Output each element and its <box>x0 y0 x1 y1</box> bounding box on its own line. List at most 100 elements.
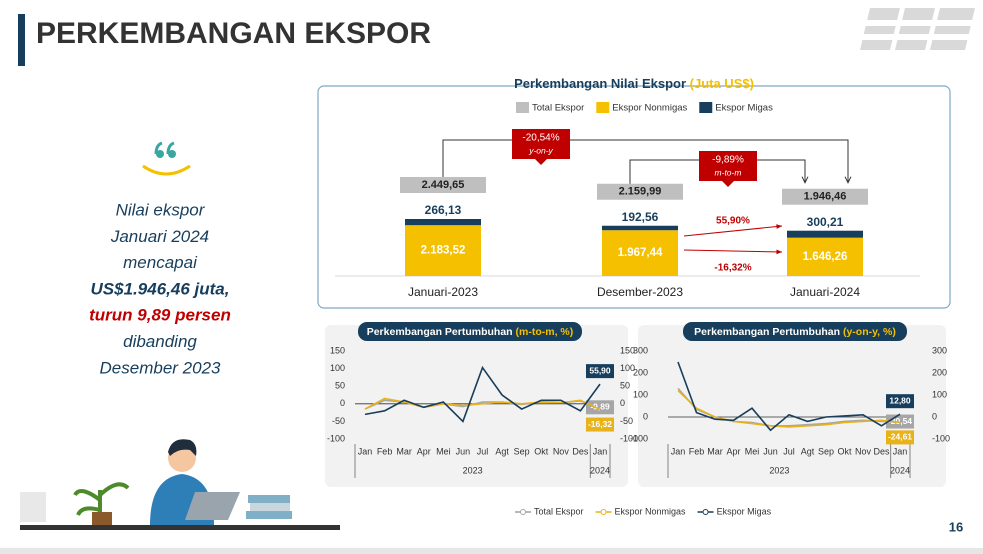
x-tick-label: Okt <box>534 446 549 456</box>
chart-title-unit: (Juta US$) <box>690 76 754 91</box>
nonmigas-change: -16,32% <box>714 263 751 274</box>
year-label: 2023 <box>769 465 789 475</box>
x-tick-label: Sep <box>514 446 530 456</box>
change-value: -20,54% <box>522 133 559 144</box>
x-tick-label: Mar <box>396 446 412 456</box>
y-tick-label: 300 <box>633 345 648 355</box>
y2-tick-label: 50 <box>620 381 630 391</box>
migas-change: 55,90% <box>716 216 750 227</box>
bar-nonmigas <box>787 237 863 276</box>
value-label-box <box>586 417 614 432</box>
smile-decoration <box>142 164 191 176</box>
total-box <box>400 177 486 193</box>
x-tick-label: Jan <box>358 446 373 456</box>
x-tick-label: Jul <box>477 446 489 456</box>
x-tick-label: Sep <box>818 446 834 456</box>
x-tick-label: Okt <box>837 446 852 456</box>
quote-icon <box>154 141 176 158</box>
chart-title-text: Perkembangan Pertumbuhan <box>694 326 840 338</box>
bar-value-label: 266,13 <box>425 203 462 217</box>
y-tick-label: 50 <box>335 381 345 391</box>
bar-value-label: 300,21 <box>807 215 844 229</box>
x-tick-label: Des <box>873 446 890 456</box>
footer-band <box>0 548 983 554</box>
quote-line: Desember 2023 <box>100 358 222 377</box>
charts: Perkembangan Nilai Ekspor (Juta US$) Tota… <box>327 76 950 516</box>
y2-tick-label: 100 <box>620 363 635 373</box>
y2-tick-label: -100 <box>932 433 950 443</box>
y-tick-label: 150 <box>330 345 345 355</box>
line-chart-frame <box>638 325 946 487</box>
bar-value-label: 2.183,52 <box>421 245 466 257</box>
bar-migas <box>787 230 863 238</box>
total-label: 2.159,99 <box>619 186 662 198</box>
x-tick-label: Nov <box>855 446 872 456</box>
x-tick-label: Jun <box>456 446 471 456</box>
quote-line: dibanding <box>123 332 197 351</box>
y2-tick-label: 100 <box>932 389 947 399</box>
arrow-head <box>844 176 852 184</box>
series-line <box>677 390 901 428</box>
y2-tick-label: 300 <box>932 345 947 355</box>
value-label: 55,90 <box>589 365 611 375</box>
value-label-box <box>886 430 914 445</box>
change-box-pointer <box>535 159 547 165</box>
legend-label: Ekspor Migas <box>715 103 773 114</box>
change-box-pointer <box>722 181 734 187</box>
slide-title: PERKEMBANGAN EKSPOR <box>36 17 431 50</box>
legend-swatch <box>516 102 529 113</box>
line-chart-frame <box>325 325 628 487</box>
x-tick-label: Jan <box>671 446 686 456</box>
quote-line: Januari 2024 <box>110 227 209 246</box>
value-label: -16,32 <box>588 419 612 429</box>
x-tick-label: Januari-2023 <box>408 285 478 299</box>
legend-label: Ekspor Migas <box>717 506 772 516</box>
change-label: m-to-m <box>715 167 742 177</box>
chart-title-unit: (y-on-y, %) <box>843 326 896 338</box>
y-tick-label: 100 <box>633 389 648 399</box>
series-line <box>364 365 601 423</box>
x-tick-label: Desember-2023 <box>597 285 683 299</box>
value-label-box <box>586 400 614 415</box>
chart-title: Perkembangan Nilai Ekspor (Juta US$) <box>514 76 754 91</box>
page-number: 16 <box>949 519 963 534</box>
quote-line: Nilai ekspor <box>116 200 206 219</box>
value-label: 12,80 <box>889 395 911 405</box>
value-label: -20,54 <box>888 416 912 426</box>
x-tick-label: Apr <box>417 446 431 456</box>
illustration <box>20 439 340 530</box>
x-tick-label: Jan <box>893 446 908 456</box>
chart-title-pill <box>358 322 582 341</box>
legend-label: Total Ekspor <box>534 506 584 516</box>
bar-migas <box>602 225 678 231</box>
bar-nonmigas <box>602 230 678 276</box>
chart-title: Perkembangan Pertumbuhan (y-on-y, %) <box>694 326 896 338</box>
chart-title-text: Perkembangan Nilai Ekspor <box>514 76 686 91</box>
change-arrow-head <box>776 224 782 229</box>
total-label: 1.946,46 <box>804 191 847 203</box>
arrow-head <box>801 176 809 184</box>
value-label-box <box>586 364 614 379</box>
x-tick-label: Mei <box>745 446 760 456</box>
y-tick-label: -100 <box>327 433 345 443</box>
x-tick-label: Januari-2024 <box>790 285 860 299</box>
y2-tick-label: 0 <box>620 398 625 408</box>
change-label: y-on-y <box>528 145 553 155</box>
x-tick-label: Mei <box>436 446 451 456</box>
y-tick-label: 200 <box>633 367 648 377</box>
bar-migas <box>405 219 481 226</box>
title-accent <box>18 14 25 66</box>
legend-swatch <box>596 102 610 113</box>
year-label: 2024 <box>890 465 910 475</box>
y-tick-label: 100 <box>330 363 345 373</box>
x-tick-label: Jul <box>783 446 795 456</box>
chart-title-pill <box>683 322 907 341</box>
legend-marker <box>520 509 526 515</box>
change-arrow <box>683 225 783 237</box>
quote-text: Nilai ekspor Januari 2024 mencapai US$1.946… <box>89 200 231 377</box>
bar-value-label: 1.967,44 <box>618 247 663 259</box>
series-line <box>677 361 901 432</box>
y-tick-label: -50 <box>332 416 345 426</box>
yoy-bracket <box>442 139 849 183</box>
